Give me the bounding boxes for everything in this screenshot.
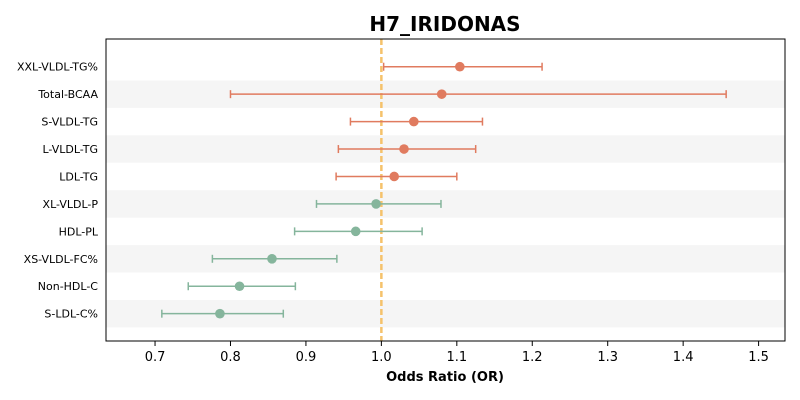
or-point <box>455 61 465 72</box>
row-label: S-LDL-C% <box>44 308 98 321</box>
or-point <box>350 226 361 237</box>
or-point <box>267 253 277 264</box>
row-label: HDL-PL <box>59 225 99 238</box>
row-label: L-VLDL-TG <box>42 143 98 156</box>
or-point <box>436 89 447 99</box>
row-label: XS-VLDL-FC% <box>24 253 98 266</box>
or-point <box>399 144 409 154</box>
plot-frame <box>105 38 786 342</box>
row-label: S-VLDL-TG <box>41 116 98 129</box>
chart-title: H7_IRIDONAS <box>369 12 520 36</box>
odds-ratio-points <box>215 61 465 319</box>
row-label: LDL-TG <box>59 170 98 183</box>
x-tick-label: 0.9 <box>296 350 317 365</box>
x-tick-label: 1.0 <box>371 350 392 365</box>
x-axis-ticks: 0.7 0.8 0.9 1.0 1.1 1.2 1.3 1.4 1.5 <box>145 341 769 365</box>
x-tick-label: 1.5 <box>748 350 769 365</box>
or-point <box>215 308 225 319</box>
x-tick-label: 1.3 <box>597 350 618 365</box>
x-axis-label: Odds Ratio (OR) <box>386 370 504 385</box>
x-tick-label: 0.7 <box>145 350 166 365</box>
row-label: Total-BCAA <box>37 88 98 101</box>
row-label: Non-HDL-C <box>38 280 99 293</box>
or-point <box>409 116 419 127</box>
row-label: XL-VLDL-P <box>43 198 99 211</box>
x-tick-label: 0.8 <box>220 350 241 365</box>
or-point <box>234 281 245 292</box>
or-point <box>371 199 381 209</box>
y-axis-labels: XXL-VLDL-TG% Total-BCAA S-VLDL-TG L-VLDL-TG… <box>17 61 99 321</box>
row-band <box>106 245 785 273</box>
row-bands <box>106 80 785 328</box>
or-point <box>389 171 399 182</box>
row-band <box>106 190 785 218</box>
x-tick-label: 1.2 <box>522 350 543 365</box>
x-tick-label: 1.1 <box>446 350 467 365</box>
x-tick-label: 1.4 <box>673 350 694 365</box>
row-label: XXL-VLDL-TG% <box>17 61 98 74</box>
